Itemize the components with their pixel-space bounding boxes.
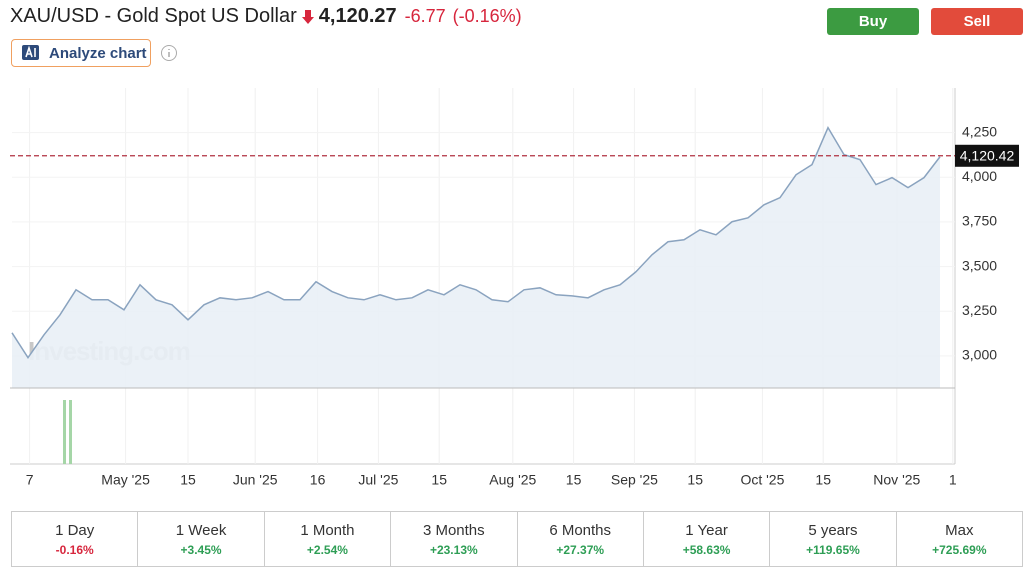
period-name: 1 Month xyxy=(300,522,355,539)
instrument-title: XAU/USD - Gold Spot US Dollar xyxy=(10,5,297,27)
period-cell[interactable]: 1 Month +2.54% xyxy=(265,512,392,566)
header: XAU/USD - Gold Spot US Dollar 4,120.27 -… xyxy=(10,5,522,28)
period-cell[interactable]: 1 Year +58.63% xyxy=(644,512,771,566)
x-tick-label: 15 xyxy=(687,472,703,488)
x-tick-label: Jun '25 xyxy=(233,472,278,488)
ai-icon xyxy=(22,45,39,60)
area xyxy=(12,127,940,389)
period-change: +119.65% xyxy=(806,543,860,557)
period-change: +27.37% xyxy=(556,543,605,557)
y-tick-label: 3,250 xyxy=(962,302,997,318)
x-tick-label: 15 xyxy=(180,472,196,488)
period-name: Max xyxy=(945,522,974,539)
period-change: -0.16% xyxy=(55,543,94,557)
period-change: +3.45% xyxy=(180,543,222,557)
x-tick-label: Jul '25 xyxy=(358,472,398,488)
period-change: +725.69% xyxy=(932,543,987,557)
x-tick-label: 1 xyxy=(949,472,957,488)
x-tick-label: Aug '25 xyxy=(489,472,536,488)
period-name: 3 Months xyxy=(422,522,485,539)
x-tick-label: 16 xyxy=(310,472,326,488)
period-cell[interactable]: 6 Months +27.37% xyxy=(518,512,644,566)
chart: 7 May '25 15 Jun '25 16 Jul '25 15 Aug '25 15 Sep… xyxy=(10,88,1019,488)
volume-bar xyxy=(69,400,72,464)
down-arrow xyxy=(301,9,314,24)
period-cell[interactable]: 5 years +119.65% xyxy=(770,512,897,566)
volume-bar xyxy=(63,400,66,464)
y-tick-label: 4,250 xyxy=(962,123,997,139)
period-change: +2.54% xyxy=(306,543,348,557)
x-tick-label: 15 xyxy=(566,472,582,488)
x-tick-label: 15 xyxy=(431,472,447,488)
period-name: 1 Day xyxy=(55,522,95,539)
price-line xyxy=(11,125,941,359)
period-name: 1 Week xyxy=(175,522,227,539)
analyze-label: Analyze chart xyxy=(49,44,147,62)
x-tick-label: 15 xyxy=(815,472,831,488)
analyze-button[interactable]: Analyze chart xyxy=(11,39,151,67)
y-tick-label: 4,000 xyxy=(962,168,997,184)
period-bar: 1 Day -0.16% 1 Week +3.45% 1 Month +2.54% 3 Mo… xyxy=(11,511,1023,567)
period-cell[interactable]: Max +725.69% xyxy=(897,512,1022,566)
period-cell[interactable]: 1 Week +3.45% xyxy=(138,512,265,566)
change: -6.77 xyxy=(404,6,446,26)
sell-button[interactable]: Sell xyxy=(931,8,1023,35)
period-name: 6 Months xyxy=(549,522,612,539)
x-tick-label: 7 xyxy=(26,472,34,488)
x-tick-label: Nov '25 xyxy=(873,472,920,488)
period-cell[interactable]: 3 Months +23.13% xyxy=(391,512,518,566)
price: 4,120.27 xyxy=(318,5,397,27)
period-change: +58.63% xyxy=(682,543,731,557)
x-tick-label: Sep '25 xyxy=(611,472,658,488)
y-tick-label: 3,500 xyxy=(962,257,997,273)
period-cell[interactable]: 1 Day -0.16% xyxy=(12,512,139,566)
current-price-label: 4,120.42 xyxy=(960,147,1015,163)
current-price-box xyxy=(955,144,1019,167)
buy-button[interactable]: Buy xyxy=(827,8,919,35)
change-pct: (-0.16%) xyxy=(452,6,522,26)
period-name: 5 years xyxy=(808,522,858,539)
x-tick-label: May '25 xyxy=(101,472,150,488)
x-tick-label: Oct '25 xyxy=(740,472,784,488)
info-icon[interactable] xyxy=(160,44,178,62)
period-name: 1 Year xyxy=(685,522,728,539)
y-tick-label: 3,000 xyxy=(962,347,997,363)
period-change: +23.13% xyxy=(429,543,478,557)
y-tick-label: 3,750 xyxy=(962,213,997,229)
